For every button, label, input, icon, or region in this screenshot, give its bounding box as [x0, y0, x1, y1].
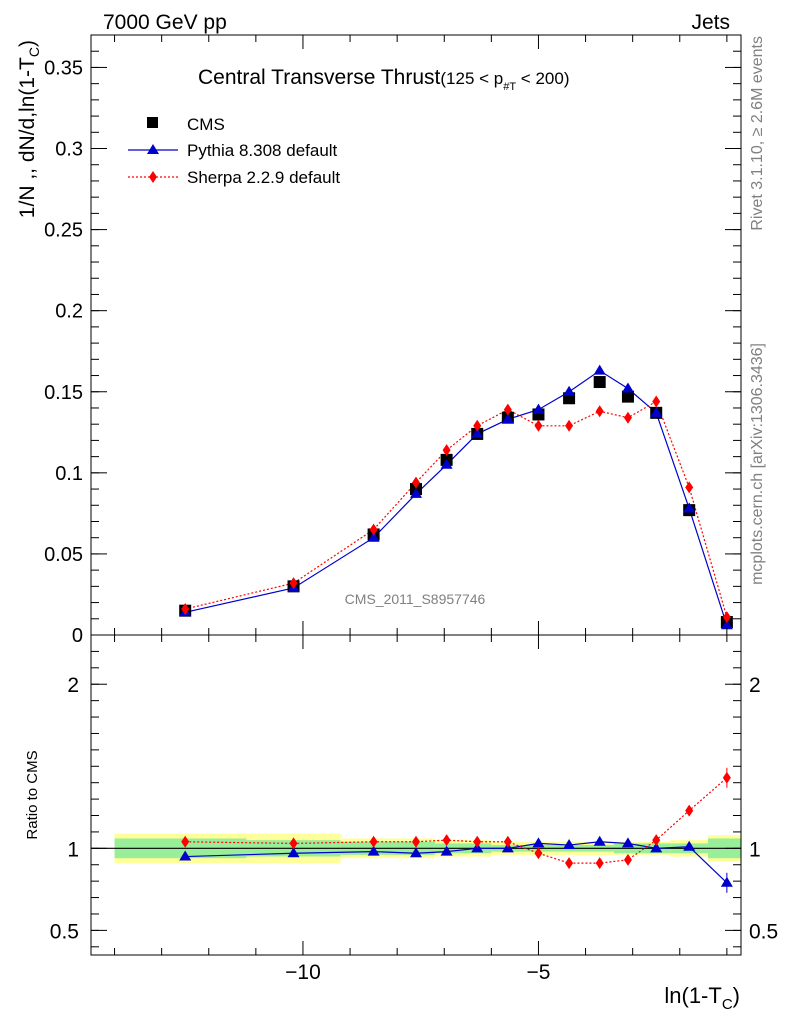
sherpa-point	[473, 419, 482, 432]
sherpa-point	[534, 419, 543, 432]
y-axis-label: 1/N ,, dN/d,ln(1-TC)	[16, 40, 42, 218]
pythia-ratio-point	[563, 839, 576, 850]
pythia-ratio-point	[621, 837, 634, 848]
sherpa-ratio-point	[534, 847, 543, 860]
sherpa-point	[442, 444, 451, 457]
pythia-point	[501, 413, 514, 424]
sherpa-ratio-point	[369, 835, 378, 848]
legend-cms-marker	[147, 117, 158, 128]
process-label: Jets	[691, 11, 730, 34]
pythia-point	[532, 403, 545, 414]
chart-title: Central Transverse Thrust(125 < p#T < 20…	[198, 66, 569, 93]
ratio-tick-label-right: 1	[749, 838, 761, 861]
pythia-ratio-point	[650, 842, 663, 853]
cms-point	[621, 390, 634, 403]
sherpa-point	[685, 481, 694, 494]
sherpa-point	[623, 411, 632, 424]
sherpa-ratio-point	[442, 834, 451, 847]
sherpa-point	[595, 405, 604, 418]
sherpa-ratio-point	[181, 835, 190, 848]
legend-pythia-label: Pythia 8.308 default	[187, 141, 338, 160]
pythia-ratio-line	[185, 841, 728, 884]
legend: CMS Pythia 8.308 default Sherpa 2.2.9 de…	[128, 115, 340, 187]
legend-sherpa-marker	[149, 171, 157, 183]
sherpa-point	[503, 403, 512, 416]
sherpa-ratio-point	[289, 837, 298, 850]
ratio-panel: −10 −5 0.5 0.5 1 1 2 2 Ratio to CMS	[24, 634, 778, 984]
x-tick-label: −5	[526, 961, 550, 984]
sherpa-ratio-point	[595, 857, 604, 870]
pythia-point	[410, 487, 422, 498]
y-tick-label: 0.3	[55, 139, 83, 161]
pythia-point	[621, 382, 634, 393]
legend-pythia-marker	[147, 144, 159, 154]
sherpa-ratio-point	[685, 804, 694, 817]
y-tick-label: 0.35	[44, 57, 83, 79]
y-tick-label: 0	[72, 625, 83, 647]
ratio-tick-label: 0.5	[50, 920, 79, 943]
y-tick-label: 0.25	[44, 220, 83, 242]
sherpa-point	[412, 476, 420, 489]
sherpa-point	[722, 611, 731, 624]
pythia-point	[593, 364, 606, 375]
pythia-ratio-point	[410, 847, 422, 858]
sherpa-ratio-point	[623, 853, 632, 866]
y-tick-label: 0.1	[55, 463, 83, 485]
sherpa-point	[181, 603, 190, 616]
ratio-tick-label: 2	[67, 674, 79, 697]
pythia-ratio-point	[179, 850, 192, 861]
ratio-panel-frame	[90, 634, 742, 956]
pythia-ratio-point	[720, 876, 733, 887]
pythia-ratio-point	[367, 845, 380, 856]
ratio-tick-label-right: 0.5	[749, 920, 778, 943]
x-axis-label: ln(1-TC)	[664, 983, 740, 1013]
sherpa-ratio-point	[722, 771, 731, 784]
pythia-point	[367, 531, 380, 542]
rivet-label: Rivet 3.1.10, ≥ 2.6M events	[749, 36, 766, 231]
y-tick-label: 0.05	[44, 544, 83, 566]
sherpa-ratio-point	[652, 834, 661, 847]
pythia-ratio-point	[440, 845, 453, 856]
analysis-id-label: CMS_2011_S8957746	[345, 591, 486, 607]
sherpa-point	[289, 577, 298, 590]
legend-sherpa-label: Sherpa 2.2.9 default	[187, 168, 340, 187]
cms-point	[593, 376, 606, 389]
pythia-ratio-point	[683, 840, 696, 851]
sherpa-point	[652, 395, 661, 408]
pythia-ratio-point	[593, 835, 606, 846]
x-tick-label: −10	[285, 961, 321, 984]
sherpa-point	[565, 419, 574, 432]
sherpa-ratio-point	[412, 835, 420, 848]
ratio-axis-label: Ratio to CMS	[24, 750, 41, 839]
ratio-tick-label: 1	[67, 838, 79, 861]
legend-cms-label: CMS	[187, 115, 225, 134]
sherpa-ratio-point	[473, 835, 482, 848]
sherpa-ratio-point	[565, 857, 574, 870]
energy-label: 7000 GeV pp	[103, 11, 227, 34]
sherpa-ratio-point	[503, 835, 512, 848]
y-tick-label: 0.15	[44, 382, 83, 404]
pythia-point	[440, 458, 453, 469]
pythia-point	[683, 502, 696, 513]
pythia-ratio-point	[532, 837, 545, 848]
main-panel: 0 0.05 0.1 0.15 0.2 0.25 0.3 0.35 Central Trans…	[16, 34, 742, 647]
sherpa-point	[369, 523, 378, 536]
ratio-tick-label-right: 2	[749, 674, 761, 697]
pythia-point	[650, 406, 663, 417]
pythia-ratio-point	[287, 847, 300, 858]
mcplots-label: mcplots.cern.ch [arXiv:1306.3436]	[749, 343, 766, 585]
pythia-point	[563, 385, 576, 396]
sherpa-line	[185, 400, 728, 618]
pythia-line	[185, 369, 728, 626]
y-tick-label: 0.2	[55, 301, 83, 323]
pythia-point	[471, 427, 484, 438]
pythia-point	[720, 619, 733, 630]
